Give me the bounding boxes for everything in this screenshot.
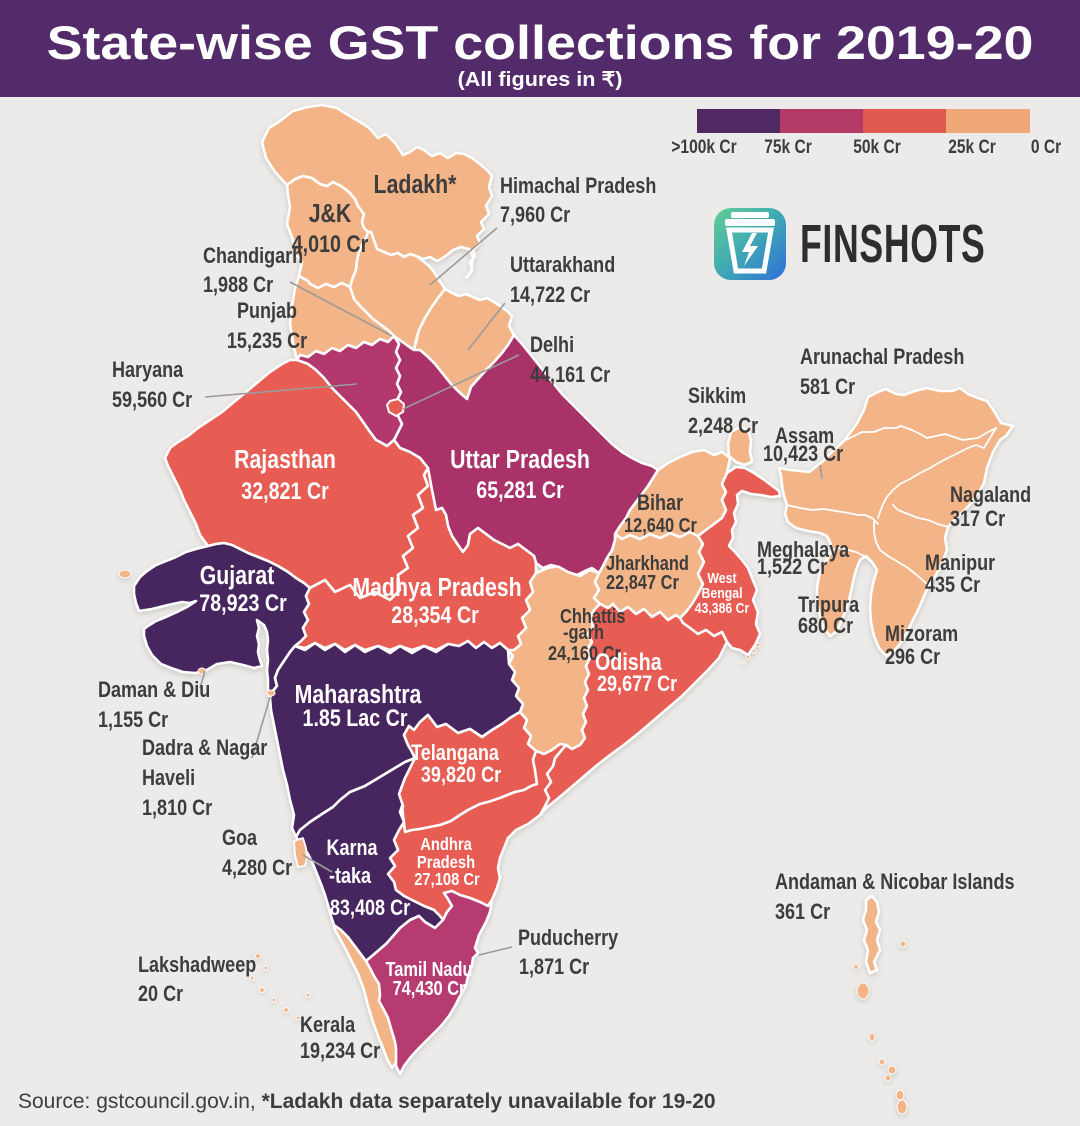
svg-text:22,847 Cr: 22,847 Cr bbox=[606, 570, 679, 593]
svg-text:44,161 Cr: 44,161 Cr bbox=[530, 363, 610, 387]
svg-text:Lakshadweep: Lakshadweep bbox=[138, 953, 256, 977]
svg-text:20 Cr: 20 Cr bbox=[138, 982, 183, 1006]
svg-text:Sikkim: Sikkim bbox=[688, 384, 746, 408]
svg-text:25k Cr: 25k Cr bbox=[948, 136, 996, 158]
svg-text:75k Cr: 75k Cr bbox=[764, 136, 812, 158]
svg-text:4,280 Cr: 4,280 Cr bbox=[222, 856, 292, 880]
svg-text:(All figures in ₹): (All figures in ₹) bbox=[458, 69, 623, 91]
svg-text:FINSHOTS: FINSHOTS bbox=[800, 214, 985, 274]
svg-text:317 Cr: 317 Cr bbox=[950, 507, 1005, 531]
svg-text:7,960 Cr: 7,960 Cr bbox=[500, 203, 570, 227]
svg-text:Tripura: Tripura bbox=[798, 593, 860, 617]
svg-text:Goa: Goa bbox=[222, 826, 258, 850]
svg-text:12,640 Cr: 12,640 Cr bbox=[624, 513, 697, 536]
svg-text:29,677 Cr: 29,677 Cr bbox=[597, 672, 677, 696]
svg-text:1,522 Cr: 1,522 Cr bbox=[757, 555, 827, 579]
svg-text:Punjab: Punjab bbox=[237, 299, 297, 323]
svg-text:50k Cr: 50k Cr bbox=[853, 136, 901, 158]
svg-text:59,560 Cr: 59,560 Cr bbox=[112, 388, 192, 412]
svg-text:Meghalaya: Meghalaya bbox=[757, 538, 850, 562]
svg-text:15,235 Cr: 15,235 Cr bbox=[227, 329, 307, 353]
svg-text:0 Cr: 0 Cr bbox=[1031, 136, 1062, 158]
svg-text:Haryana: Haryana bbox=[112, 358, 184, 382]
svg-text:Karna: Karna bbox=[326, 836, 378, 860]
svg-text:Bihar: Bihar bbox=[637, 491, 683, 515]
svg-text:Andaman & Nicobar Islands: Andaman & Nicobar Islands bbox=[775, 870, 1014, 894]
svg-text:-garh: -garh bbox=[563, 620, 604, 643]
svg-text:24,160 Cr: 24,160 Cr bbox=[548, 641, 621, 664]
svg-text:Odisha: Odisha bbox=[595, 648, 662, 675]
svg-text:39,820 Cr: 39,820 Cr bbox=[421, 763, 501, 787]
svg-text:28,354 Cr: 28,354 Cr bbox=[391, 601, 479, 628]
svg-text:78,923 Cr: 78,923 Cr bbox=[199, 589, 287, 616]
svg-text:65,281 Cr: 65,281 Cr bbox=[476, 476, 564, 503]
svg-text:1,810 Cr: 1,810 Cr bbox=[142, 796, 212, 820]
svg-text:J&K: J&K bbox=[309, 199, 352, 229]
svg-text:10,423 Cr: 10,423 Cr bbox=[763, 442, 843, 466]
svg-text:43,386 Cr: 43,386 Cr bbox=[695, 600, 750, 616]
svg-text:83,408 Cr: 83,408 Cr bbox=[330, 896, 410, 920]
svg-text:West: West bbox=[707, 570, 737, 586]
svg-text:581 Cr: 581 Cr bbox=[800, 375, 855, 399]
svg-text:435 Cr: 435 Cr bbox=[925, 573, 980, 597]
svg-text:Haveli: Haveli bbox=[142, 766, 195, 790]
svg-text:>100k Cr: >100k Cr bbox=[671, 136, 737, 158]
svg-text:Madhya Pradesh: Madhya Pradesh bbox=[352, 573, 521, 603]
svg-text:Assam: Assam bbox=[775, 424, 834, 448]
svg-text:Maharashtra: Maharashtra bbox=[295, 680, 422, 710]
svg-text:1,871 Cr: 1,871 Cr bbox=[519, 955, 589, 979]
svg-text:-taka: -taka bbox=[329, 864, 372, 888]
svg-text:361 Cr: 361 Cr bbox=[775, 900, 830, 924]
svg-text:Mizoram: Mizoram bbox=[885, 622, 958, 646]
svg-text:680 Cr: 680 Cr bbox=[798, 614, 853, 638]
svg-text:296 Cr: 296 Cr bbox=[885, 645, 940, 669]
svg-text:Himachal Pradesh: Himachal Pradesh bbox=[500, 174, 656, 198]
svg-text:14,722 Cr: 14,722 Cr bbox=[510, 283, 590, 307]
svg-text:Pradesh: Pradesh bbox=[417, 853, 475, 873]
svg-text:Uttarakhand: Uttarakhand bbox=[510, 253, 615, 277]
svg-text:Dadra & Nagar: Dadra & Nagar bbox=[142, 736, 267, 760]
svg-text:Telangana: Telangana bbox=[411, 741, 500, 765]
svg-text:Kerala: Kerala bbox=[300, 1013, 356, 1037]
svg-text:Nagaland: Nagaland bbox=[950, 483, 1031, 507]
svg-text:1.85 Lac Cr: 1.85 Lac Cr bbox=[303, 704, 408, 731]
svg-text:Chhattis: Chhattis bbox=[560, 604, 626, 627]
svg-text:1,988 Cr: 1,988 Cr bbox=[203, 273, 273, 297]
svg-text:19,234 Cr: 19,234 Cr bbox=[300, 1039, 380, 1063]
svg-text:Gujarat: Gujarat bbox=[200, 561, 275, 591]
svg-text:Jharkhand: Jharkhand bbox=[606, 551, 689, 574]
svg-text:Manipur: Manipur bbox=[925, 551, 995, 575]
svg-text:Source: gstcouncil.gov.in, *La: Source: gstcouncil.gov.in, *Ladakh data … bbox=[18, 1090, 716, 1113]
svg-text:Bengal: Bengal bbox=[702, 585, 743, 601]
svg-text:Ladakh*: Ladakh* bbox=[374, 170, 458, 200]
svg-text:1,155 Cr: 1,155 Cr bbox=[98, 708, 168, 732]
svg-text:Tamil Nadu: Tamil Nadu bbox=[385, 957, 472, 980]
svg-text:2,248 Cr: 2,248 Cr bbox=[688, 414, 758, 438]
svg-text:State-wise GST collections for: State-wise GST collections for 2019-20 bbox=[47, 16, 1034, 69]
svg-text:Delhi: Delhi bbox=[530, 333, 574, 357]
svg-text:Chandigarh: Chandigarh bbox=[203, 244, 303, 268]
svg-text:Andhra: Andhra bbox=[420, 835, 472, 855]
svg-text:Arunachal Pradesh: Arunachal Pradesh bbox=[800, 345, 964, 369]
svg-text:4,010 Cr: 4,010 Cr bbox=[292, 230, 369, 257]
svg-text:Daman & Diu: Daman & Diu bbox=[98, 678, 210, 702]
svg-text:27,108 Cr: 27,108 Cr bbox=[414, 870, 480, 890]
svg-text:Rajasthan: Rajasthan bbox=[234, 445, 336, 475]
svg-text:74,430 Cr: 74,430 Cr bbox=[393, 976, 466, 999]
svg-text:Uttar Pradesh: Uttar Pradesh bbox=[450, 445, 590, 475]
svg-text:32,821 Cr: 32,821 Cr bbox=[241, 477, 329, 504]
svg-text:Puducherry: Puducherry bbox=[518, 926, 619, 950]
